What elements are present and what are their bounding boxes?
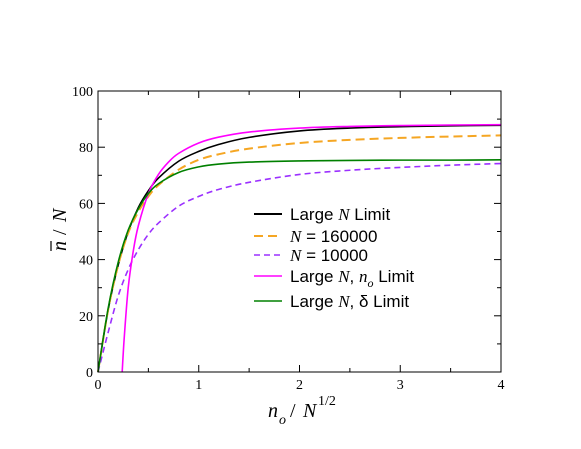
- series-line-2: [97, 162, 502, 373]
- legend: Large N Limit N = 160000 N = 10000 Large…: [254, 205, 414, 311]
- series-line-3: [121, 123, 502, 373]
- x-tick-label: 4: [498, 378, 505, 393]
- x-tick-label: 1: [195, 378, 202, 393]
- legend-item-n-10000: N = 10000: [254, 246, 368, 265]
- y-tick-label: 0: [86, 366, 93, 381]
- legend-item-large-n-no: Large N, no Limit: [254, 267, 414, 290]
- legend-item-n-160000: N = 160000: [254, 227, 377, 246]
- svg-text:n: n: [268, 400, 278, 422]
- svg-text:N = 10000: N = 10000: [289, 246, 368, 265]
- y-axis-label: n / N: [49, 207, 71, 251]
- svg-text:1/2: 1/2: [318, 394, 336, 409]
- x-tick-label: 0: [95, 378, 102, 393]
- x-tick-label: 2: [296, 378, 303, 393]
- svg-text:Large N, δ Limit: Large N, δ Limit: [290, 292, 409, 311]
- series-line-4: [97, 159, 502, 373]
- svg-text:Large N Limit: Large N Limit: [290, 205, 390, 224]
- plot-lines: [97, 123, 502, 373]
- svg-text:o: o: [279, 413, 286, 428]
- y-tick-label: 100: [72, 85, 93, 100]
- x-tick-label: 3: [397, 378, 404, 393]
- legend-item-large-n: Large N Limit: [254, 205, 390, 224]
- svg-text:/: /: [290, 400, 296, 422]
- svg-text:N: N: [302, 400, 318, 422]
- y-tick-label: 80: [79, 141, 93, 156]
- y-tick-label: 60: [79, 197, 93, 212]
- svg-text:n: n: [49, 241, 71, 251]
- svg-text:/: /: [49, 229, 71, 235]
- y-tick-label: 20: [79, 310, 93, 325]
- svg-text:N = 160000: N = 160000: [289, 227, 377, 246]
- y-tick-label: 40: [79, 254, 93, 269]
- legend-item-large-n-delta: Large N, δ Limit: [254, 292, 409, 311]
- series-line-1: [97, 134, 502, 373]
- svg-text:Large N, no Limit: Large N, no Limit: [290, 267, 414, 290]
- x-axis-label: n o / N 1/2: [268, 394, 336, 428]
- svg-text:N: N: [49, 207, 71, 223]
